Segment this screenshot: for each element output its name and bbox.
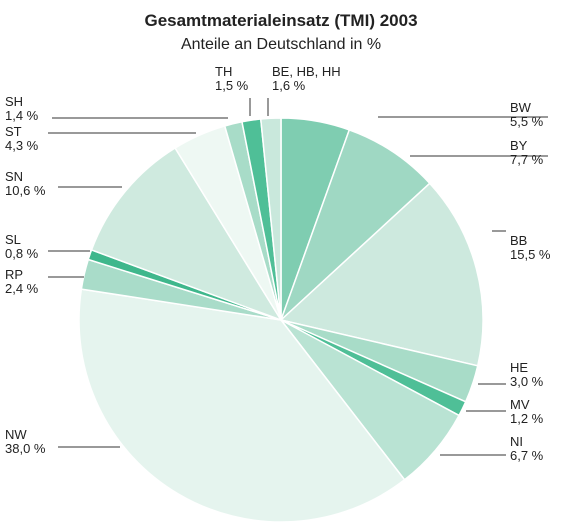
slice-label: ST xyxy=(5,124,22,139)
chart-title: Gesamtmaterialeinsatz (TMI) 2003 xyxy=(144,11,417,30)
value-label: 7,7 % xyxy=(510,152,544,167)
value-label: 10,6 % xyxy=(5,183,46,198)
value-label: 38,0 % xyxy=(5,441,46,456)
slice-label: BB xyxy=(510,233,527,248)
pie-slice xyxy=(78,288,406,522)
slice-label: MV xyxy=(510,397,530,412)
pie-slice xyxy=(259,117,282,321)
pie-slice xyxy=(280,128,431,321)
slice-label: BY xyxy=(510,138,528,153)
value-label: 4,3 % xyxy=(5,138,39,153)
pie-slice xyxy=(279,182,484,367)
value-label: 0,8 % xyxy=(5,246,39,261)
chart-subtitle: Anteile an Deutschland in % xyxy=(181,36,381,53)
slice-label: NI xyxy=(510,434,523,449)
slice-label: SL xyxy=(5,232,21,247)
value-label: 3,0 % xyxy=(510,374,544,389)
slice-label: HE xyxy=(510,360,528,375)
value-label: 6,7 % xyxy=(510,448,544,463)
value-label: 15,5 % xyxy=(510,247,551,262)
value-label: 2,4 % xyxy=(5,281,39,296)
value-label: 1,2 % xyxy=(510,411,544,426)
slice-label: TH xyxy=(215,64,232,79)
value-label: 1,4 % xyxy=(5,108,39,123)
slice-label: SH xyxy=(5,94,23,109)
value-label: 1,5 % xyxy=(215,78,249,93)
value-label: 5,5 % xyxy=(510,114,544,129)
slice-label: BE, HB, HH xyxy=(272,64,341,79)
pie-slice xyxy=(90,146,283,322)
slice-label: BW xyxy=(510,100,532,115)
slice-label: SN xyxy=(5,169,23,184)
slice-label: NW xyxy=(5,427,27,442)
slice-label: RP xyxy=(5,267,23,282)
value-label: 1,6 % xyxy=(272,78,306,93)
